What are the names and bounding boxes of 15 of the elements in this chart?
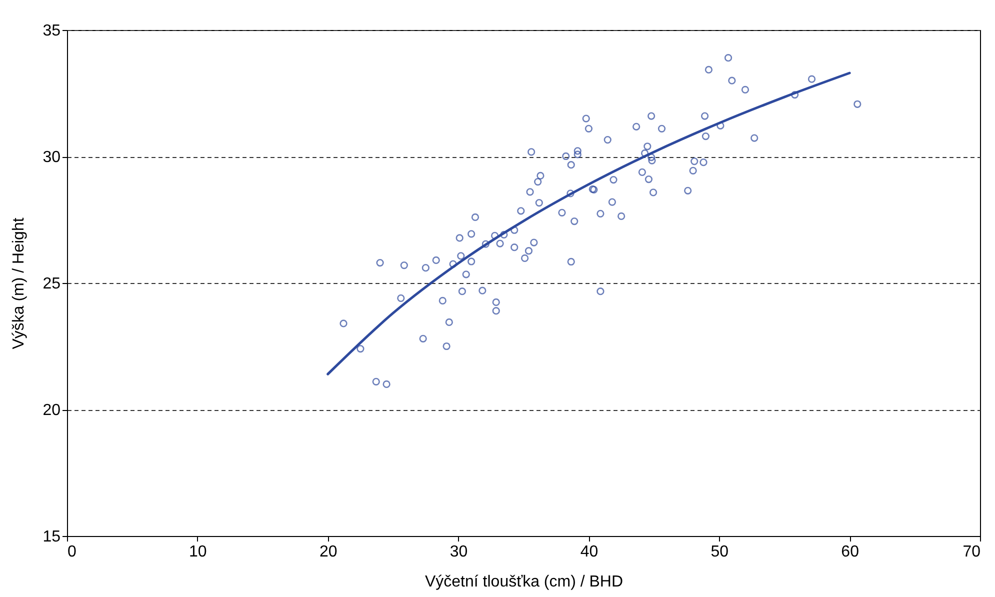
y-axis-title: Výška (m) / Height (10, 217, 28, 350)
x-tick-label: 40 (580, 544, 598, 560)
x-tick-label: 0 (68, 544, 76, 560)
x-axis-title: Výčetní tloušťka (cm) / BHD (424, 574, 624, 590)
x-tick-label: 20 (319, 544, 338, 560)
y-tick-label: 15 (42, 528, 61, 546)
y-tick-label: 25 (42, 276, 61, 292)
y-tick-label: 20 (42, 402, 61, 419)
x-tick-label: 50 (710, 544, 729, 560)
x-tick-label: 10 (189, 544, 207, 560)
x-tick-label: 70 (962, 544, 981, 560)
y-tick-label: 35 (42, 22, 61, 40)
x-tick-label: 30 (450, 544, 468, 560)
y-tick-label: 30 (42, 149, 61, 166)
x-tick-label: 60 (841, 544, 860, 560)
